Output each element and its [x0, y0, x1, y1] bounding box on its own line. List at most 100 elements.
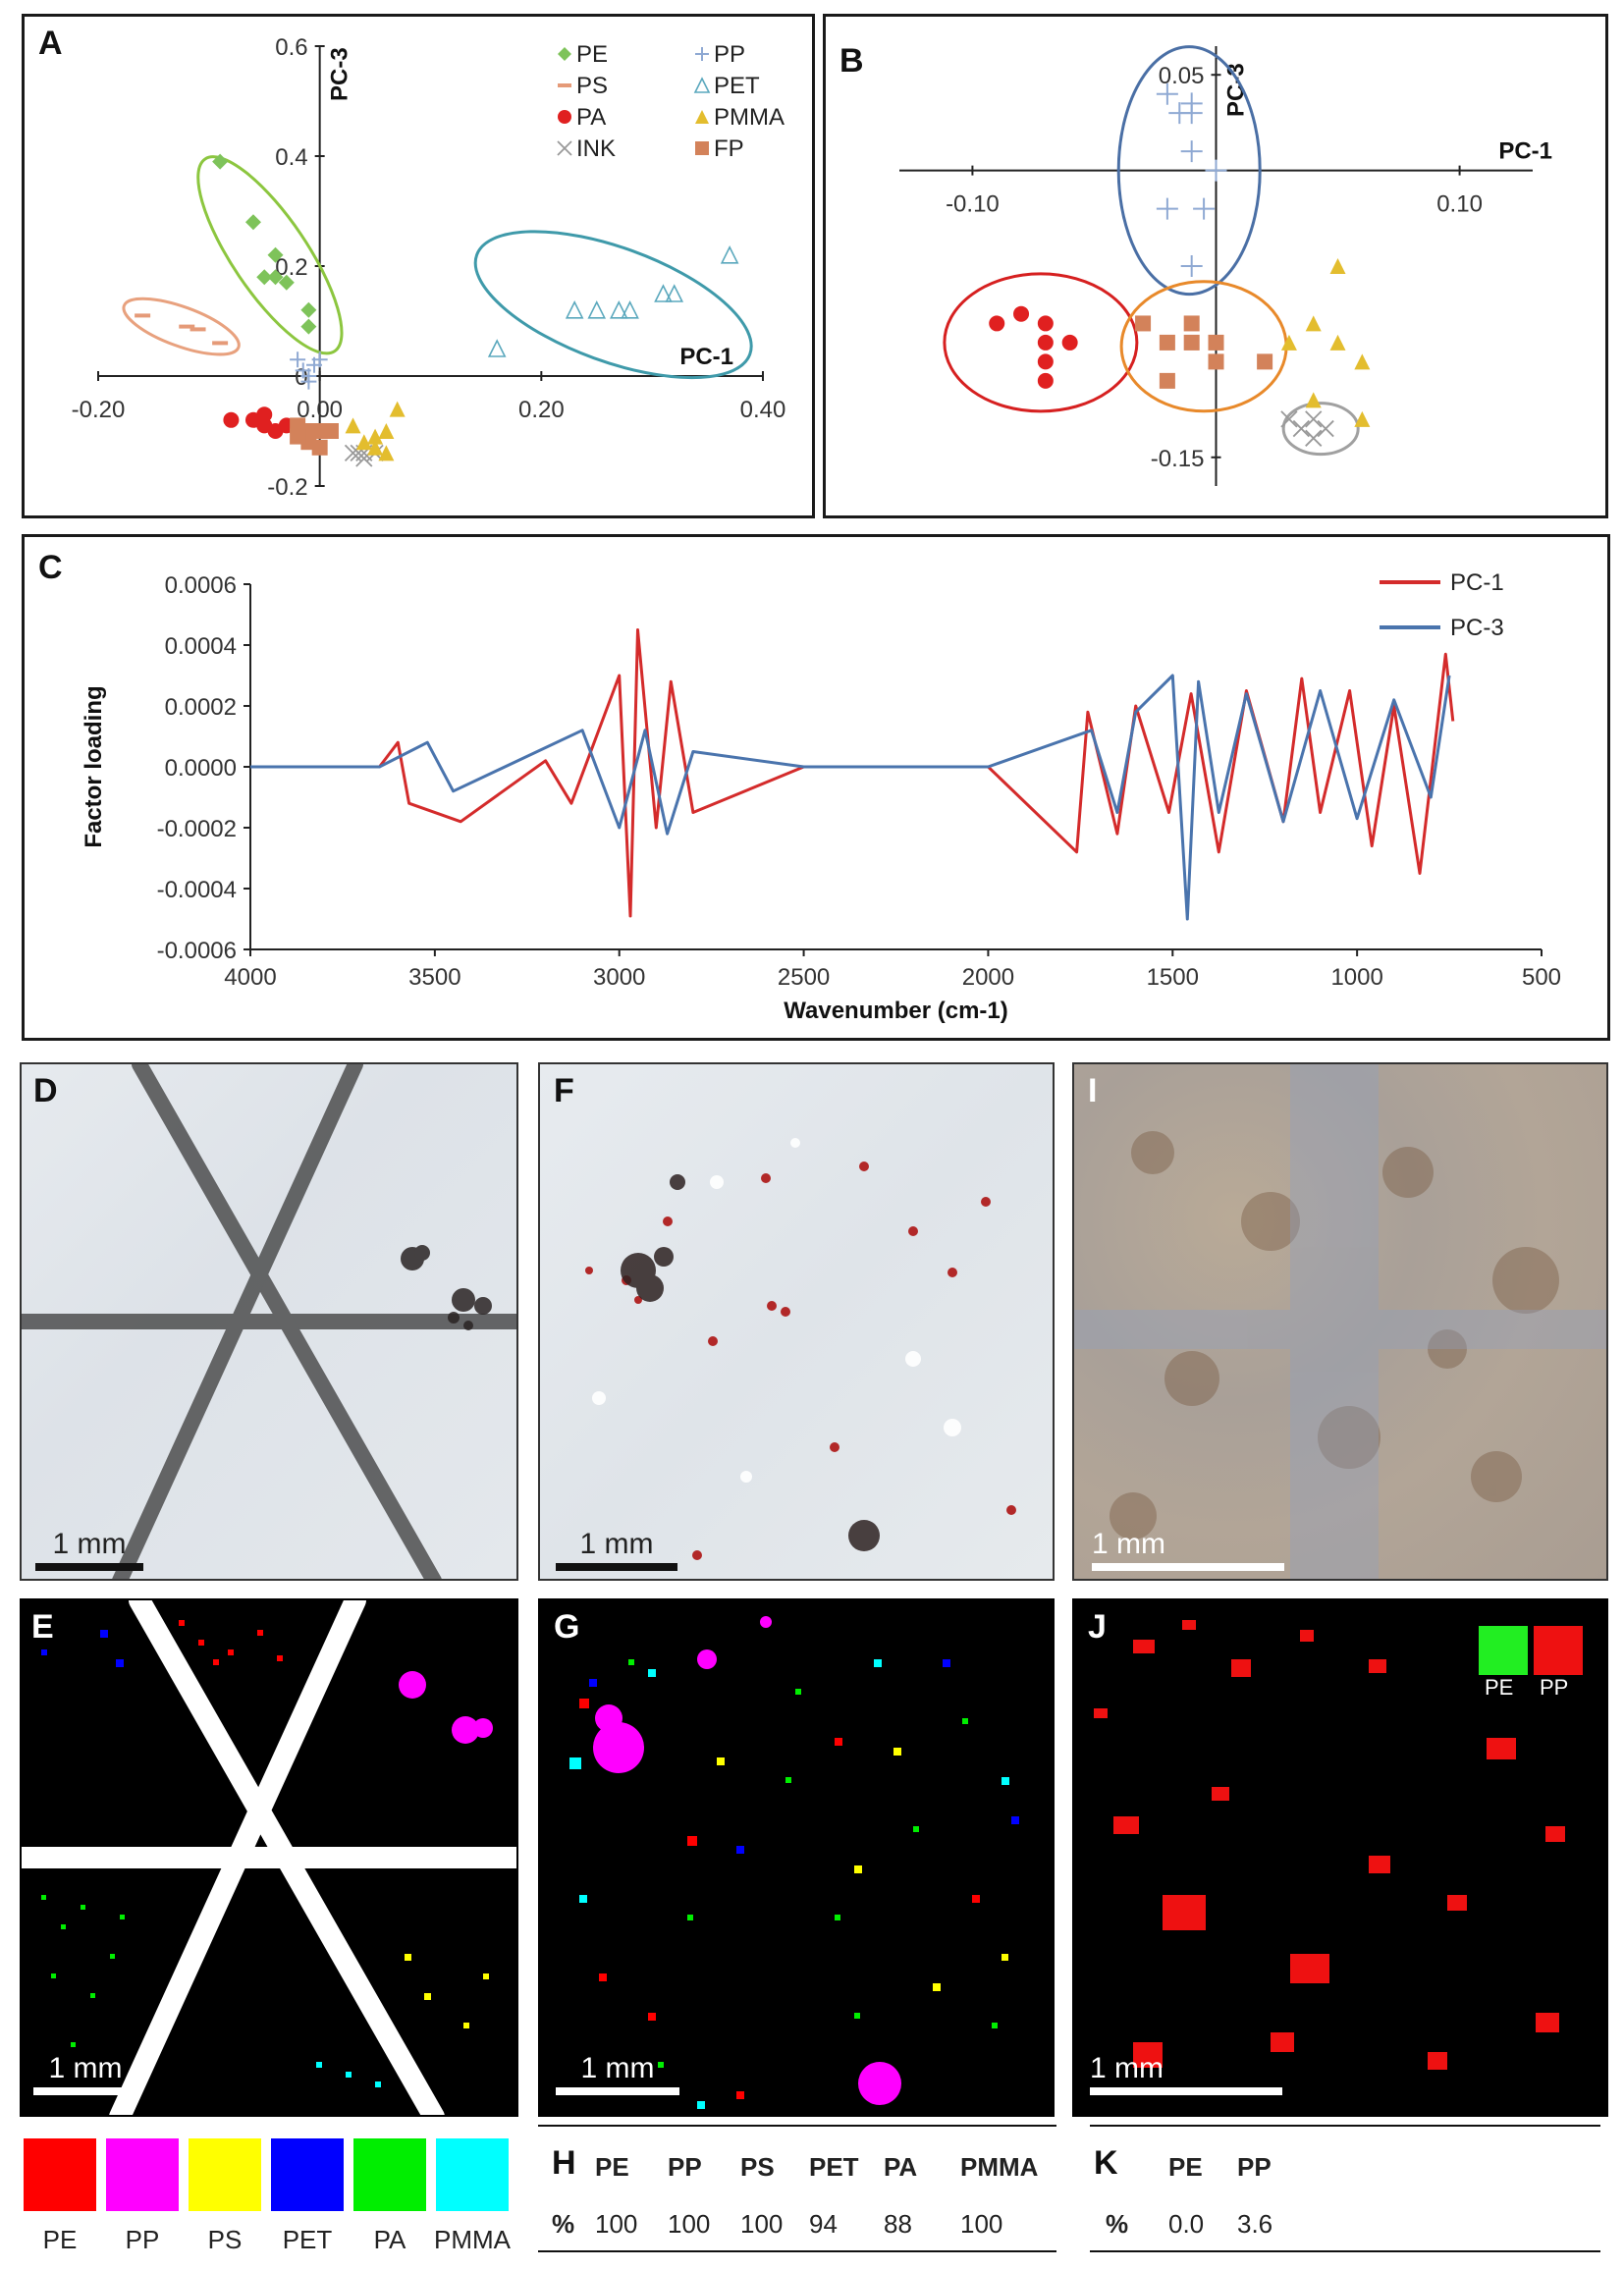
panel-a: A -0.20 0.00 0.20 0.40 0.6 0.4 0.2 0 -0.2 PC-1 PC-…	[22, 14, 815, 518]
y-tick-label: -0.0006	[157, 938, 237, 964]
scatter-plot-a: -0.20 0.00 0.20 0.400.60.40.20-0.2PC-1PC-3 P…	[72, 34, 786, 501]
series-pp	[1156, 82, 1227, 277]
data-point	[1183, 334, 1200, 351]
data-point	[256, 406, 273, 423]
legend-label: PC-3	[1450, 615, 1504, 641]
panel-label: A	[38, 25, 63, 62]
y-tick-label: -0.15	[1151, 446, 1205, 472]
legend-label: FP	[714, 135, 744, 162]
x-tick-label: 2000	[962, 964, 1014, 991]
scale-bar-label: 1 mm	[1090, 2052, 1164, 2084]
y-tick-label: -0.0004	[157, 877, 237, 903]
y-axis-title: PC-3	[327, 47, 353, 101]
data-point	[693, 77, 711, 93]
data-point	[212, 153, 229, 170]
data-point	[267, 269, 284, 286]
data-point	[345, 417, 361, 434]
series-pmma	[345, 401, 406, 461]
x-tick-label: 3500	[408, 964, 460, 991]
legend-swatch	[189, 2138, 261, 2211]
table-header: PP	[1237, 2152, 1272, 2182]
legend-swatch	[271, 2138, 344, 2211]
table-header: PE	[1168, 2152, 1203, 2182]
scale-bar: 1 mm	[556, 1528, 677, 1571]
data-point	[1013, 305, 1030, 322]
x-tick-label: 0.10	[1436, 191, 1483, 218]
data-point	[989, 315, 1005, 332]
x-tick-label: -0.10	[946, 191, 1000, 218]
table-cell: 100	[740, 2209, 784, 2239]
x-tick-label: 0.20	[518, 397, 565, 423]
legend-swatch-pp	[1534, 1626, 1583, 1675]
legend-entry: PE	[558, 41, 608, 68]
data-point	[695, 141, 709, 155]
y-tick-label: 0	[295, 364, 307, 391]
data-point	[367, 428, 384, 445]
table-cell: 100	[668, 2209, 711, 2239]
data-point	[1037, 315, 1054, 332]
chemical-map-e: E 1 mm	[20, 1598, 518, 2117]
table-cell: 3.6	[1237, 2209, 1273, 2239]
series-line-pc-1	[250, 628, 1455, 918]
data-point	[1305, 392, 1322, 408]
data-point	[256, 269, 273, 286]
data-point	[1159, 334, 1175, 351]
legend-label: PC-1	[1450, 569, 1504, 596]
data-point	[322, 423, 339, 439]
y-tick-label: -0.0002	[157, 816, 237, 842]
panel-label: E	[31, 1608, 54, 1646]
series-line-pc-3	[250, 674, 1451, 921]
data-point	[621, 300, 639, 319]
cluster-ellipse	[1116, 45, 1262, 297]
cluster-ellipse	[122, 297, 241, 356]
table-cell: 100	[960, 2209, 1003, 2239]
data-point	[558, 47, 571, 61]
data-point	[1305, 429, 1323, 447]
y-tick-label: 0.0000	[165, 755, 237, 782]
table-cell: 94	[809, 2209, 838, 2239]
data-point	[300, 318, 317, 335]
series-pa	[989, 305, 1078, 389]
data-point	[367, 439, 384, 456]
data-point	[1280, 410, 1298, 428]
x-tick-label: 0.40	[740, 397, 786, 423]
data-point	[1159, 372, 1175, 389]
data-point	[300, 373, 317, 390]
series-pe	[212, 153, 317, 335]
filter-grid-lines	[22, 1064, 516, 1579]
data-point	[557, 140, 572, 156]
particle-overlay	[585, 1138, 1016, 1560]
legend-swatch	[24, 2138, 96, 2211]
panel-label: C	[38, 549, 63, 586]
x-axis-title: Wavenumber (cm-1)	[784, 998, 1008, 1024]
legend-label-pp: PP	[1540, 1675, 1569, 1700]
y-axis-title: PC-3	[1223, 63, 1250, 117]
data-point	[1305, 410, 1323, 428]
panel-label: F	[554, 1072, 574, 1109]
data-point	[1280, 334, 1297, 351]
legend-label: PS	[576, 73, 608, 99]
data-point	[1329, 258, 1346, 274]
data-point	[290, 351, 306, 368]
data-point	[695, 47, 709, 61]
data-point	[1205, 159, 1227, 182]
data-point	[378, 423, 395, 439]
legend-label: PP	[714, 41, 745, 68]
table-header: PS	[740, 2152, 775, 2182]
data-point	[389, 401, 406, 417]
data-point	[665, 284, 684, 302]
map-overlay-g	[569, 1616, 1019, 2109]
series-ink	[1280, 410, 1334, 447]
data-point	[558, 110, 571, 124]
scale-bar-label: 1 mm	[48, 2052, 123, 2084]
legend-label: PMMA	[714, 104, 785, 131]
y-tick-label: 0.05	[1159, 63, 1205, 89]
y-tick-label: -0.2	[267, 474, 307, 501]
data-point	[1037, 372, 1054, 389]
scale-bar-label: 1 mm	[52, 1528, 127, 1560]
legend-entry: PMMA	[695, 104, 785, 131]
data-point	[267, 246, 284, 263]
y-axis-title: Factor loading	[81, 685, 107, 847]
scale-bar-label: 1 mm	[580, 2052, 655, 2084]
scale-bar: 1 mm	[556, 2052, 679, 2095]
